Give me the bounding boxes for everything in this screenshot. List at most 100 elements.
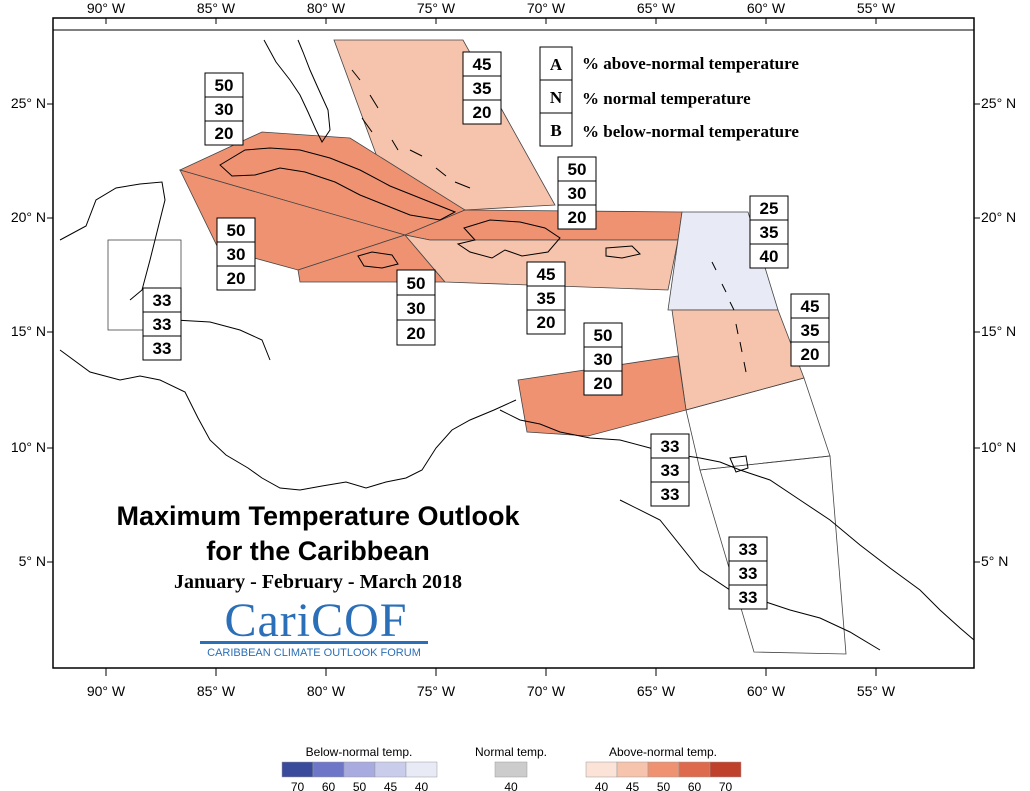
lat-label: 25° N	[11, 95, 46, 111]
prob-value-a: 45	[473, 55, 492, 74]
prob-value-a: 50	[407, 274, 426, 293]
prob-cell	[728, 536, 768, 562]
legend-swatch-below	[281, 761, 314, 778]
lon-label: 55° W	[857, 0, 896, 16]
lon-label: 60° W	[747, 683, 786, 699]
legend-tick-below: 60	[322, 780, 336, 791]
legend-tick-above: 60	[688, 780, 702, 791]
prob-value-b: 20	[801, 345, 820, 364]
prob-value-a: 50	[594, 326, 613, 345]
legend-swatch-above	[616, 761, 649, 778]
key-box-a	[539, 46, 573, 81]
coastline-trinidad	[729, 455, 749, 473]
prob-cell	[142, 335, 182, 361]
lat-label: 15° N	[981, 323, 1016, 339]
prob-cell	[583, 370, 623, 396]
prob-box-abc-islands: 50 30 20	[583, 322, 623, 396]
prob-cell	[650, 433, 690, 459]
key-box-n	[539, 79, 573, 114]
lon-label: 75° W	[417, 0, 456, 16]
legend-swatch-above	[585, 761, 618, 778]
prob-cell	[728, 584, 768, 610]
prob-box-guianas: 33 33 33	[728, 536, 768, 610]
prob-value-n: 33	[739, 564, 758, 583]
coastline-cuba	[219, 147, 457, 221]
legend-swatch-above	[709, 761, 742, 778]
prob-cell	[526, 309, 566, 335]
prob-value-b: 20	[227, 269, 246, 288]
prob-cell	[204, 96, 244, 122]
prob-cell	[396, 269, 436, 296]
coastline-jamaica	[357, 251, 399, 269]
prob-value-n: 33	[153, 315, 172, 334]
caricof-logo: CariCOF CARIBBEAN CLIMATE OUTLOOK FORUM	[200, 594, 428, 659]
longitude-labels-top: 90° W 85° W 80° W 75° W 70° W 65° W 60° …	[87, 0, 896, 16]
lat-label: 20° N	[981, 209, 1016, 225]
prob-value-b: 20	[215, 124, 234, 143]
prob-cell	[142, 287, 182, 313]
prob-box-jamaica-south: 50 30 20	[396, 269, 436, 346]
prob-value-b: 40	[760, 247, 779, 266]
legend-tick-normal: 40	[504, 780, 518, 791]
prob-cell	[216, 217, 256, 243]
legend-swatch-below	[312, 761, 345, 778]
lon-label: 60° W	[747, 0, 786, 16]
legend-tick-above: 70	[719, 780, 733, 791]
key-letter-a: A	[550, 55, 563, 74]
prob-cell	[142, 311, 182, 337]
prob-box-belize: 33 33 33	[142, 287, 182, 361]
legend-tick-below: 70	[291, 780, 305, 791]
prob-cell	[790, 317, 830, 343]
title-period: January - February - March 2018	[174, 571, 462, 593]
prob-cell	[462, 75, 502, 101]
prob-box-bahamas: 45 35 20	[462, 51, 502, 125]
logo-underline	[200, 641, 428, 644]
prob-cell	[749, 195, 789, 221]
prob-cell	[216, 265, 256, 291]
prob-value-b: 20	[537, 313, 556, 332]
probability-key: A N B % above-normal temperature % norma…	[539, 46, 799, 147]
logo-subtitle: CARIBBEAN CLIMATE OUTLOOK FORUM	[207, 647, 421, 659]
prob-box-hispaniola-north: 50 30 20	[557, 156, 597, 230]
prob-cell	[396, 294, 436, 321]
prob-cell	[557, 180, 597, 206]
prob-cell	[396, 319, 436, 346]
prob-cell	[650, 481, 690, 507]
legend-swatch-below	[405, 761, 438, 778]
key-letter-n: N	[550, 88, 563, 107]
lat-label: 5° N	[19, 553, 46, 569]
prob-value-a: 25	[760, 199, 779, 218]
prob-value-n: 35	[801, 321, 820, 340]
prob-value-b: 33	[661, 485, 680, 504]
prob-value-n: 35	[473, 79, 492, 98]
key-letter-b: B	[550, 121, 561, 140]
prob-cell	[557, 204, 597, 230]
lon-label: 80° W	[307, 683, 346, 699]
title-line-1: Maximum Temperature Outlook	[116, 501, 520, 531]
lon-label: 55° W	[857, 683, 896, 699]
lat-label: 10° N	[11, 439, 46, 455]
prob-value-a: 50	[568, 160, 587, 179]
legend-tick-above: 40	[595, 780, 609, 791]
key-label-normal: % normal temperature	[582, 89, 751, 108]
prob-cell	[462, 99, 502, 125]
legend-title-normal: Normal temp.	[475, 745, 547, 759]
prob-value-b: 20	[594, 374, 613, 393]
lon-label: 90° W	[87, 0, 126, 16]
latitude-labels-left: 25° N 20° N 15° N 10° N 5° N	[11, 95, 46, 569]
prob-value-n: 30	[594, 350, 613, 369]
legend-tick-below: 50	[353, 780, 367, 791]
map-inner-frame	[52, 29, 975, 669]
prob-value-n: 30	[227, 245, 246, 264]
coastline-hispaniola	[456, 219, 561, 259]
prob-value-b: 33	[153, 339, 172, 358]
prob-cell	[583, 322, 623, 348]
lat-label: 25° N	[981, 95, 1016, 111]
region-abc-islands	[517, 355, 687, 437]
prob-value-n: 30	[215, 100, 234, 119]
prob-value-a: 45	[801, 297, 820, 316]
legend-tick-below: 45	[384, 780, 398, 791]
prob-box-cuba: 50 30 20	[204, 72, 244, 146]
